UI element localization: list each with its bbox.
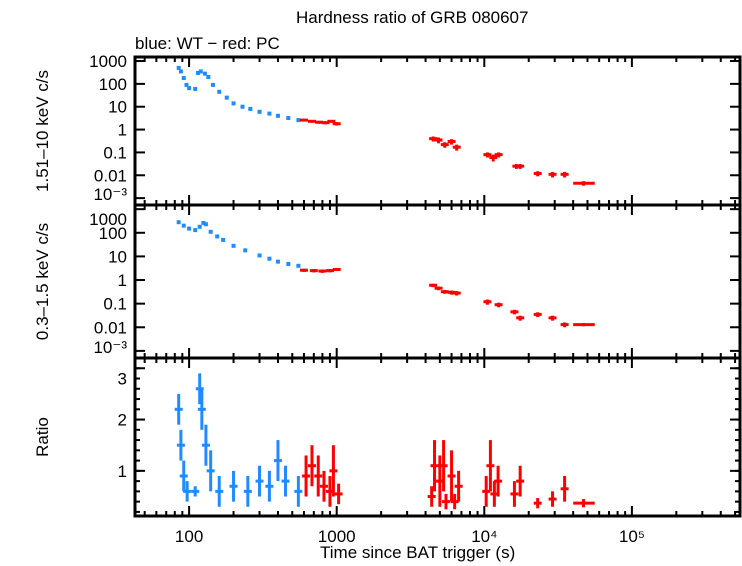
- wt-point: [231, 101, 236, 106]
- wt-point: [286, 116, 291, 121]
- wt-point: [208, 229, 213, 234]
- y-tick-label: 1000: [89, 52, 127, 71]
- chart-subtitle: blue: WT − red: PC: [135, 34, 280, 53]
- panel-frame: [133, 356, 742, 518]
- wt-point: [202, 71, 207, 76]
- y-tick-label: 10⁻³: [93, 338, 127, 357]
- x-tick-label: 100: [175, 527, 203, 546]
- wt-point: [215, 234, 220, 239]
- x-tick-label: 10⁴: [471, 527, 497, 546]
- wt-point: [193, 86, 198, 91]
- wt-point: [176, 65, 181, 70]
- wt-point: [178, 69, 183, 74]
- y-tick-label: 1000: [89, 210, 127, 229]
- panel-frame: [133, 203, 742, 360]
- y-tick-label: 0.1: [103, 295, 127, 314]
- wt-point: [206, 74, 211, 79]
- wt-point: [240, 104, 245, 109]
- wt-point: [267, 111, 272, 116]
- wt-point: [176, 220, 181, 225]
- wt-point: [267, 256, 272, 261]
- wt-point: [296, 118, 301, 123]
- x-tick-label: 1000: [318, 527, 356, 546]
- y-axis-label: 0.3–1.5 keV c/s: [33, 223, 52, 340]
- wt-point: [187, 226, 192, 231]
- y-tick-label: 0.1: [103, 143, 127, 162]
- y-tick-label: 10: [108, 98, 127, 117]
- wt-point: [248, 106, 253, 111]
- wt-point: [181, 76, 186, 81]
- wt-point: [257, 253, 262, 258]
- wt-point: [184, 82, 189, 87]
- chart-title: Hardness ratio of GRB 080607: [296, 8, 529, 27]
- wt-point: [198, 69, 203, 74]
- y-tick-label: 0.01: [94, 318, 127, 337]
- wt-point: [257, 109, 262, 114]
- wt-point: [203, 222, 208, 227]
- x-tick-label: 10⁵: [619, 527, 645, 546]
- y-tick-label: 1: [118, 121, 127, 140]
- y-tick-label: 0.01: [94, 166, 127, 185]
- y-tick-label: 3: [118, 369, 127, 388]
- y-tick-label: 1: [118, 462, 127, 481]
- wt-point: [197, 224, 202, 229]
- wt-point: [275, 259, 280, 264]
- wt-point: [201, 220, 206, 225]
- y-tick-label: 100: [99, 224, 127, 243]
- wt-point: [187, 86, 192, 91]
- y-axis-label: Ratio: [33, 417, 52, 457]
- y-axis-label: 1.51–10 keV c/s: [33, 70, 52, 192]
- wt-point: [196, 70, 201, 75]
- y-tick-label: 10: [108, 247, 127, 266]
- wt-point: [210, 82, 215, 87]
- wt-point: [296, 263, 301, 268]
- y-tick-label: 100: [99, 75, 127, 94]
- wt-point: [231, 243, 236, 248]
- y-tick-label: 1: [118, 271, 127, 290]
- wt-point: [224, 95, 229, 100]
- y-tick-label: 2: [118, 411, 127, 430]
- wt-point: [221, 237, 226, 242]
- wt-point: [286, 261, 291, 266]
- wt-point: [181, 223, 186, 228]
- y-tick-label: 10⁻³: [93, 185, 127, 204]
- panel-frame: [133, 55, 742, 207]
- x-axis-label: Time since BAT trigger (s): [320, 543, 516, 562]
- wt-point: [275, 113, 280, 118]
- wt-point: [217, 89, 222, 94]
- wt-point: [243, 248, 248, 253]
- wt-point: [193, 228, 198, 233]
